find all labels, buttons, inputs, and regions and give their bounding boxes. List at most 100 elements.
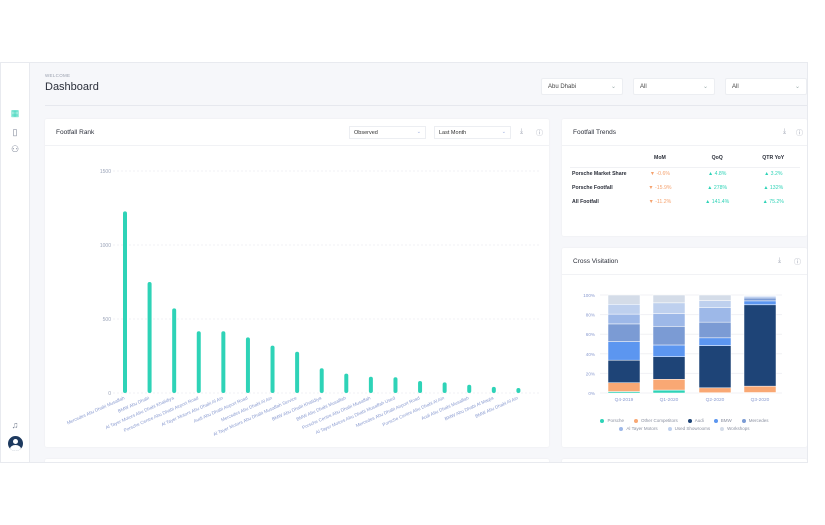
filter-select-2[interactable]: All ⌄ — [725, 78, 807, 95]
stack-segment — [607, 359, 641, 383]
y-tick-label: 80% — [586, 313, 595, 318]
stack-segment — [607, 304, 641, 315]
legend-label: Used Showrooms — [674, 426, 711, 431]
legend-item[interactable]: Al Tayer Motors — [619, 426, 658, 431]
region-select[interactable]: Abu Dhabi ⌄ — [541, 78, 623, 95]
value: 132% — [769, 185, 784, 191]
y-tick-label: 60% — [586, 332, 595, 337]
info-icon[interactable]: ⓘ — [794, 259, 801, 266]
download-icon[interactable]: ⤓ — [778, 257, 782, 264]
bottom-card-right — [562, 459, 807, 462]
legend-swatch — [687, 418, 692, 423]
trend-value: ▲ 132% — [747, 181, 800, 195]
legend-item[interactable]: Audi — [687, 418, 704, 423]
row-label: Porsche Footfall — [572, 185, 613, 191]
stack-segment — [652, 344, 686, 357]
bar — [418, 381, 423, 393]
chevron-down-icon: ⌄ — [610, 84, 616, 90]
y-tick-label: 0 — [108, 391, 111, 397]
download-icon[interactable]: ⤓ — [783, 128, 787, 135]
info-icon[interactable]: ⓘ — [536, 130, 543, 137]
bar — [147, 282, 152, 393]
table-row: Porsche Footfall ▼ -15.9% ▲ 278% ▲ 132% — [570, 181, 800, 195]
legend-label: Mercedes — [748, 418, 769, 423]
bar — [516, 387, 521, 393]
chevron-down-icon: ⌄ — [702, 84, 708, 90]
stack-segment — [743, 300, 777, 306]
y-tick-label: 100% — [583, 293, 595, 298]
bell-icon[interactable]: ♫ — [11, 420, 19, 430]
bar — [196, 331, 201, 393]
stack-segment — [698, 307, 732, 323]
arrow-up-icon: ▲ — [763, 185, 770, 191]
footfall-trends-card: Footfall Trends ⤓ ⓘ MoM QoQ QTR YoY Porsch… — [562, 119, 807, 236]
legend-swatch — [619, 426, 624, 431]
stack-segment — [652, 302, 686, 314]
arrow-down-icon: ▼ — [648, 199, 656, 205]
card-title: Cross Visitation — [573, 258, 619, 265]
legend-swatch — [713, 418, 718, 423]
bar — [393, 377, 398, 393]
bottom-card-left — [45, 459, 549, 462]
legend-item[interactable]: Workshops — [720, 426, 750, 431]
bar — [491, 386, 496, 393]
cross-visitation-card: Cross Visitation ⤓ ⓘ 0% 20% 40% 60% 80% 100% Q… — [562, 248, 807, 447]
value: 3.2% — [770, 171, 783, 178]
y-tick-label: 0% — [588, 391, 595, 396]
stack-segment — [698, 387, 732, 393]
card-title: Footfall Trends — [573, 129, 616, 136]
bar — [467, 384, 472, 393]
x-tick-label: Q1-2020 — [660, 397, 679, 403]
legend-swatch — [720, 426, 725, 431]
period-value: Last Month — [439, 130, 467, 136]
info-icon[interactable]: ⓘ — [796, 130, 803, 137]
legend-item[interactable]: Mercedes — [741, 418, 769, 423]
filter-value: All — [640, 84, 647, 90]
trend-value: ▲ 141.4% — [688, 195, 747, 209]
mode-select[interactable]: Observed ⌄ — [349, 126, 426, 139]
stack-segment — [652, 326, 686, 346]
y-tick-label: 1500 — [100, 169, 111, 175]
arrow-up-icon: ▲ — [705, 199, 712, 205]
period-select[interactable]: Last Month ⌄ — [434, 126, 511, 139]
legend-item[interactable]: Used Showrooms — [667, 426, 711, 431]
filter-select-1[interactable]: All ⌄ — [633, 78, 715, 95]
stack-segment — [743, 385, 777, 393]
legend-item[interactable]: Porsche — [600, 418, 624, 423]
stack-segment — [698, 345, 732, 389]
stack-segment — [743, 304, 777, 387]
bar — [221, 331, 226, 393]
chevron-down-icon: ⌄ — [501, 129, 506, 135]
legend-swatch — [741, 418, 746, 423]
stack-segment — [652, 389, 686, 394]
legend-label: Other Competitors — [640, 418, 678, 423]
mode-value: Observed — [354, 130, 378, 136]
arrow-up-icon: ▲ — [708, 171, 715, 178]
legend-label: Porsche — [607, 418, 624, 423]
value: -11.2% — [655, 199, 672, 205]
stack-segment — [743, 297, 777, 302]
app-window: ▦ ▯ ⚇ ♫ WELCOME Dashboard Abu Dhabi ⌄ All… — [0, 62, 808, 463]
download-icon[interactable]: ⤓ — [520, 128, 524, 135]
legend-item[interactable]: BMW — [713, 418, 732, 423]
stack-segment — [607, 382, 641, 392]
legend: Al Tayer Motors Used Showrooms Workshops — [562, 426, 807, 431]
book-icon[interactable]: ▯ — [12, 127, 18, 137]
legend-item[interactable]: Other Competitors — [633, 418, 678, 423]
footfall-rank-card: Footfall Rank Observed ⌄ Last Month ⌄ ⤓ ⓘ … — [45, 119, 549, 447]
region-value: Abu Dhabi — [548, 84, 577, 90]
value: 75.2% — [769, 199, 784, 205]
legend-label: Audi — [694, 418, 704, 423]
bar — [245, 337, 250, 393]
dashboard-icon[interactable]: ▦ — [10, 108, 20, 118]
column-header: QTR YoY — [746, 149, 800, 168]
trend-value: ▼ -0.6% — [632, 167, 688, 181]
users-icon[interactable]: ⚇ — [10, 144, 20, 154]
stack-segment — [652, 294, 686, 304]
bar — [123, 211, 127, 393]
arrow-up-icon: ▲ — [764, 171, 771, 178]
bar — [295, 351, 300, 393]
chevron-down-icon: ⌄ — [794, 84, 800, 90]
avatar[interactable] — [8, 436, 23, 451]
arrow-down-icon: ▼ — [649, 171, 657, 178]
